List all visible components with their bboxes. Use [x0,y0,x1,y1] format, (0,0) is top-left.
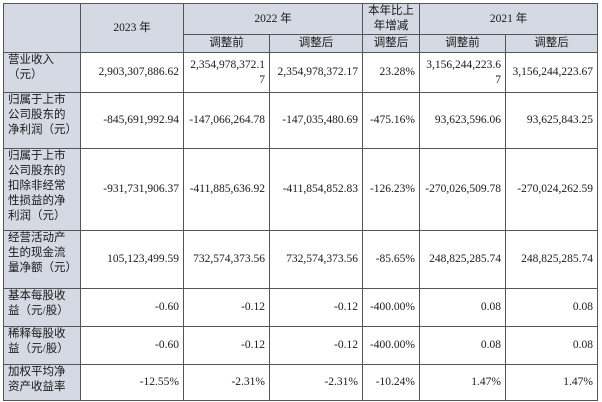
value-2022-before: 2,354,978,372.17 [183,52,270,93]
value-yoy: -475.16% [362,92,420,149]
value-2023: 2,903,307,886.62 [80,52,184,93]
header-2023: 2023 年 [80,3,184,53]
value-2022-after: -147,035,480.69 [269,92,363,149]
value-2021-before: 1.47% [419,364,506,401]
value-2023: -12.55% [80,364,184,401]
value-2021-before: 248,825,285.74 [419,230,506,289]
header-2021-before-adjust: 调整前 [419,34,506,53]
value-2022-after: -0.12 [269,326,363,365]
value-2023: -931,731,906.37 [80,148,184,231]
value-2021-before: 0.08 [419,288,506,327]
value-2022-before: -0.12 [183,288,270,327]
header-yoy-after-adjust: 调整后 [362,34,420,53]
value-2021-after: 0.08 [505,326,598,365]
value-2021-after: 0.08 [505,288,598,327]
value-2021-before: 93,623,596.06 [419,92,506,149]
value-2021-after: 93,625,843.25 [505,92,598,149]
value-2021-after: 1.47% [505,364,598,401]
row-label: 归属于上市公司股东的扣除非经常性损益的净利润（元） [3,148,81,231]
value-2021-after: 248,825,285.74 [505,230,598,289]
table-row-net-profit-deducted: 归属于上市公司股东的扣除非经常性损益的净利润（元） -931,731,906.3… [3,148,598,231]
table-row-revenue: 营业收入（元） 2,903,307,886.62 2,354,978,372.1… [3,52,598,93]
value-yoy: -400.00% [362,326,420,365]
table-row-diluted-eps: 稀释每股收益（元/股） -0.60 -0.12 -0.12 -400.00% 0… [3,326,598,365]
value-2022-after: -411,854,852.83 [269,148,363,231]
value-2021-after: 3,156,244,223.67 [505,52,598,93]
table-row-basic-eps: 基本每股收益（元/股） -0.60 -0.12 -0.12 -400.00% 0… [3,288,598,327]
value-2023: -845,691,992.94 [80,92,184,149]
value-2021-before: -270,026,509.78 [419,148,506,231]
header-row-adjust: 调整前 调整后 调整后 调整前 调整后 [4,34,598,53]
value-2022-before: -411,885,636.92 [183,148,270,231]
value-2022-before: 732,574,373.56 [183,230,270,289]
row-label: 基本每股收益（元/股） [3,288,81,327]
header-2022-after-adjust: 调整后 [269,34,363,53]
row-label: 归属于上市公司股东的净利润（元） [3,92,81,149]
value-2021-after: -270,024,262.59 [505,148,598,231]
value-2022-before: -0.12 [183,326,270,365]
value-yoy: -85.65% [362,230,420,289]
value-2022-after: 732,574,373.56 [269,230,363,289]
header-2021: 2021 年 [419,3,598,35]
value-2022-after: -0.12 [269,288,363,327]
value-2023: -0.60 [80,326,184,365]
table-row-operating-cash-flow: 经营活动产生的现金流量净额（元） 105,123,499.59 732,574,… [3,230,598,289]
header-2021-after-adjust: 调整后 [505,34,598,53]
value-yoy: 23.28% [362,52,420,93]
row-label: 稀释每股收益（元/股） [3,326,81,365]
row-label: 营业收入（元） [3,52,81,93]
value-2021-before: 3,156,244,223.67 [419,52,506,93]
header-corner-cell [3,3,81,53]
financial-data-table: 2023 年 2022 年 本年比上年增减 2021 年 调整前 调整后 调整后… [3,3,598,401]
table-row-weighted-roe: 加权平均净资产收益率 -12.55% -2.31% -2.31% -10.24%… [3,364,598,401]
value-yoy: -126.23% [362,148,420,231]
value-2022-before: -147,066,264.78 [183,92,270,149]
value-2022-after: 2,354,978,372.17 [269,52,363,93]
row-label: 经营活动产生的现金流量净额（元） [3,230,81,289]
value-yoy: -400.00% [362,288,420,327]
header-yoy: 本年比上年增减 [362,3,420,35]
header-2022: 2022 年 [183,3,363,35]
header-row-years: 2023 年 2022 年 本年比上年增减 2021 年 [3,3,598,53]
header-2022-before-adjust: 调整前 [183,34,270,53]
value-2022-before: -2.31% [183,364,270,401]
value-2023: -0.60 [80,288,184,327]
value-2022-after: -2.31% [269,364,363,401]
table-row-net-profit: 归属于上市公司股东的净利润（元） -845,691,992.94 -147,06… [3,92,598,149]
value-2023: 105,123,499.59 [80,230,184,289]
row-label: 加权平均净资产收益率 [3,364,81,401]
value-yoy: -10.24% [362,364,420,401]
value-2021-before: 0.08 [419,326,506,365]
